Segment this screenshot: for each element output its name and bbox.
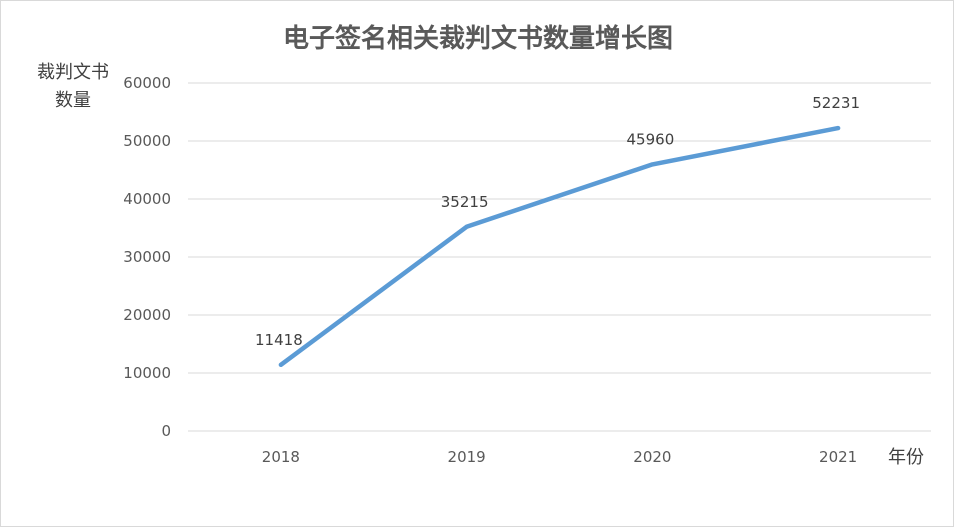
y-tick-labels: 0 10000 20000 30000 40000 50000 60000 [123, 74, 171, 440]
x-tick-label: 2019 [448, 448, 486, 466]
data-label: 52231 [812, 94, 860, 112]
x-tick-label: 2021 [819, 448, 857, 466]
gridlines [188, 83, 931, 431]
data-label: 35215 [441, 193, 489, 211]
y-tick-label: 10000 [123, 364, 171, 382]
data-labels: 11418 35215 45960 52231 [255, 94, 860, 349]
y-tick-label: 20000 [123, 306, 171, 324]
y-tick-label: 0 [161, 422, 171, 440]
x-tick-labels: 2018 2019 2020 2021 [262, 448, 857, 466]
x-tick-label: 2018 [262, 448, 300, 466]
y-axis-label-line-1: 裁判文书 [37, 62, 109, 83]
chart-title: 电子签名相关裁判文书数量增长图 [283, 23, 673, 54]
y-tick-label: 30000 [123, 248, 171, 266]
series-line [281, 128, 838, 365]
y-axis-label-line-2: 数量 [55, 90, 91, 111]
y-tick-label: 60000 [123, 74, 171, 92]
data-label: 45960 [627, 130, 675, 148]
y-tick-label: 50000 [123, 132, 171, 150]
series-line-group [281, 128, 838, 365]
x-tick-label: 2020 [633, 448, 671, 466]
y-tick-label: 40000 [123, 190, 171, 208]
x-axis-label: 年份 [888, 447, 924, 468]
data-label: 11418 [255, 331, 303, 349]
